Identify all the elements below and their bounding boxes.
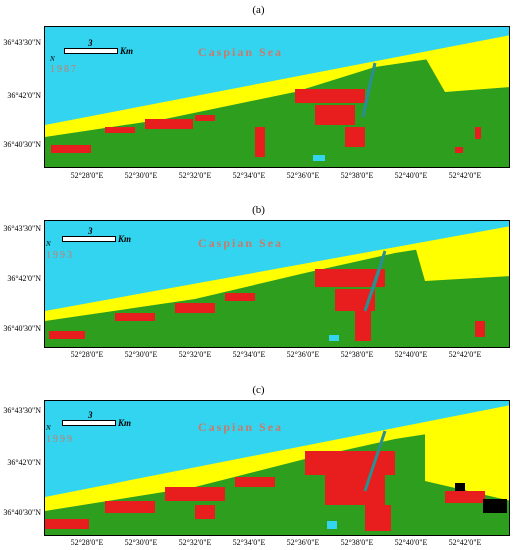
lon-label: 52°34'0"E <box>232 350 266 359</box>
lon-label: 52°28'0"E <box>70 538 104 547</box>
panel-label: (c) <box>252 384 265 396</box>
scale-value: 3 <box>88 226 93 236</box>
lon-label: 52°40'0"E <box>394 171 428 180</box>
lon-label: 52°34'0"E <box>232 171 266 180</box>
lat-label: 36°43'30"N <box>3 38 41 47</box>
lon-label: 52°38'0"E <box>340 350 374 359</box>
lat-label: 36°40'30"N <box>3 324 41 333</box>
lat-label: 36°40'30"N <box>3 140 41 149</box>
classified-map <box>44 26 510 168</box>
lat-label: 36°42'0"N <box>7 458 41 467</box>
north-arrow: N <box>46 424 51 432</box>
lon-label: 52°30'0"E <box>124 171 158 180</box>
year-label: 1999 <box>46 434 74 445</box>
scale-value: 3 <box>88 410 93 420</box>
lon-label: 52°30'0"E <box>124 350 158 359</box>
lat-label: 36°42'0"N <box>7 91 41 100</box>
scale-bar <box>62 420 116 426</box>
sea-label: Caspian Sea <box>198 236 284 250</box>
lon-label: 52°42'0"E <box>448 538 482 547</box>
classified-map <box>44 220 510 348</box>
lon-label: 52°42'0"E <box>448 171 482 180</box>
classified-map <box>44 400 510 536</box>
lon-label: 52°34'0"E <box>232 538 266 547</box>
lon-label: 52°36'0"E <box>286 171 320 180</box>
lon-label: 52°36'0"E <box>286 350 320 359</box>
lat-label: 36°40'30"N <box>3 508 41 517</box>
lat-label: 36°42'0"N <box>7 274 41 283</box>
lon-label: 52°32'0"E <box>178 171 212 180</box>
lon-label: 52°38'0"E <box>340 538 374 547</box>
north-arrow: N <box>46 240 51 248</box>
year-label: 1987 <box>50 64 78 75</box>
year-label: 1993 <box>46 250 74 261</box>
panel-label: (b) <box>252 204 265 216</box>
lon-label: 52°28'0"E <box>70 171 104 180</box>
scale-bar <box>64 48 118 54</box>
lon-label: 52°36'0"E <box>286 538 320 547</box>
lat-label: 36°43'30"N <box>3 224 41 233</box>
land-cover-map <box>45 27 509 167</box>
scale-unit: Km <box>118 418 132 428</box>
sea-label: Caspian Sea <box>198 420 284 434</box>
panel-label: (a) <box>252 4 265 16</box>
north-arrow: N <box>50 55 55 63</box>
scale-value: 3 <box>88 38 93 48</box>
lon-label: 52°30'0"E <box>124 538 158 547</box>
scale-unit: Km <box>120 46 134 56</box>
land-cover-map <box>45 401 509 535</box>
lon-label: 52°28'0"E <box>70 350 104 359</box>
lon-label: 52°42'0"E <box>448 350 482 359</box>
lon-label: 52°32'0"E <box>178 350 212 359</box>
lat-label: 36°43'30"N <box>3 406 41 415</box>
lon-label: 52°40'0"E <box>394 538 428 547</box>
sea-label: Caspian Sea <box>198 45 284 59</box>
scale-bar <box>62 236 116 242</box>
land-cover-map <box>45 221 509 347</box>
scale-unit: Km <box>118 234 132 244</box>
lon-label: 52°40'0"E <box>394 350 428 359</box>
lon-label: 52°38'0"E <box>340 171 374 180</box>
lon-label: 52°32'0"E <box>178 538 212 547</box>
